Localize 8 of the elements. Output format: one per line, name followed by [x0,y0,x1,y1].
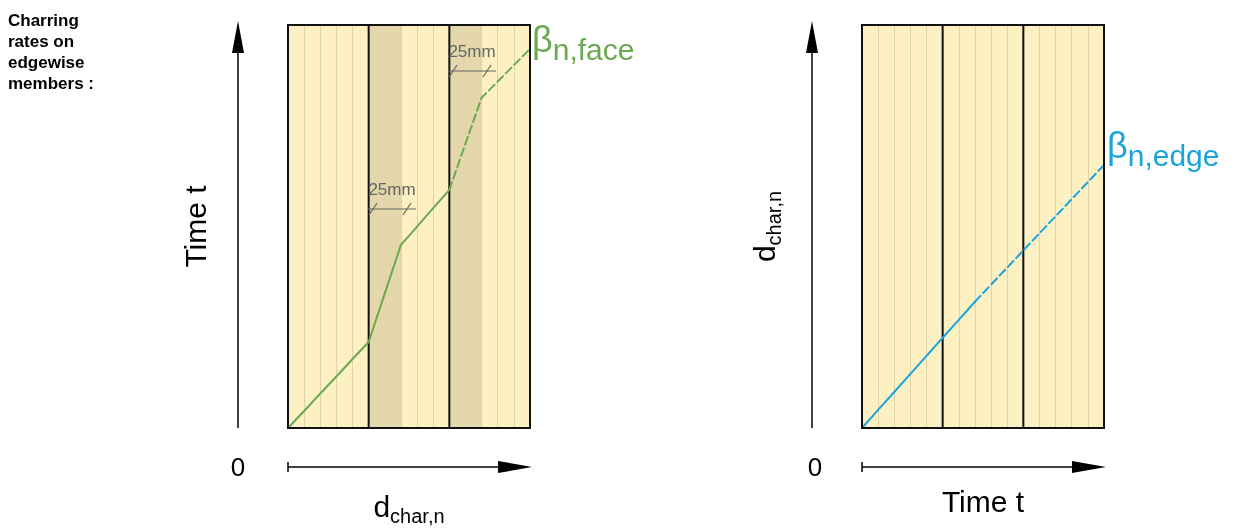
y-axis-title: Time t [178,184,212,268]
text: β$_{n,edge}$ [1107,125,1221,175]
text: 0 [229,451,247,484]
y-axis-title: dchar,n [747,190,785,263]
x-axis-title: Time t [941,484,1025,518]
text: β$_{n,face}$ [532,19,636,69]
text: 0 [806,451,824,484]
text: Charring rates on edgewise members : [8,10,95,94]
